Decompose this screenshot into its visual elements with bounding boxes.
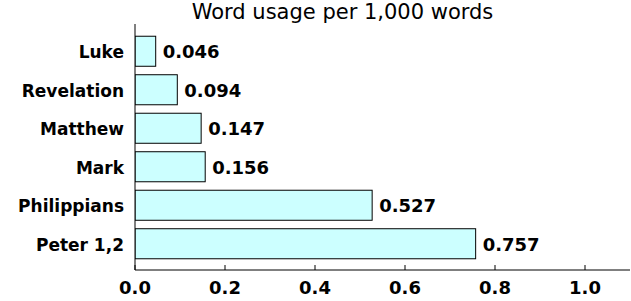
bars [135,36,476,259]
data-label: 0.156 [212,157,269,178]
x-tick [495,265,496,270]
x-tick [135,265,136,270]
x-tick [585,265,586,270]
category-label: Luke [79,42,124,62]
x-tick-label: 0.4 [299,277,331,298]
bar [135,229,476,259]
x-tick-label: 1.0 [569,277,601,298]
x-tick [225,265,226,270]
bar [135,113,201,143]
x-tick-label: 0.0 [119,277,151,298]
x-tick-label: 0.2 [209,277,241,298]
y-axis-line [135,24,136,270]
data-label: 0.046 [163,41,220,62]
x-tick-label: 0.6 [389,277,421,298]
data-label: 0.094 [184,80,241,101]
x-axis-line [135,270,630,271]
data-label: 0.527 [379,195,436,216]
bar [135,75,177,105]
chart: Word usage per 1,000 words 0.046 0.094 0.14… [0,0,631,301]
bar [135,152,205,182]
data-label: 0.147 [208,118,265,139]
bar [135,36,156,66]
data-label: 0.757 [483,234,540,255]
bar [135,190,372,220]
category-label: Philippians [18,196,124,216]
x-tick [405,265,406,270]
category-label: Matthew [40,119,124,139]
category-label: Mark [76,158,125,178]
x-tick [315,265,316,270]
title: Word usage per 1,000 words [192,0,494,24]
category-label: Peter 1,2 [36,235,124,255]
category-label: Revelation [22,81,124,101]
x-tick-label: 0.8 [479,277,511,298]
